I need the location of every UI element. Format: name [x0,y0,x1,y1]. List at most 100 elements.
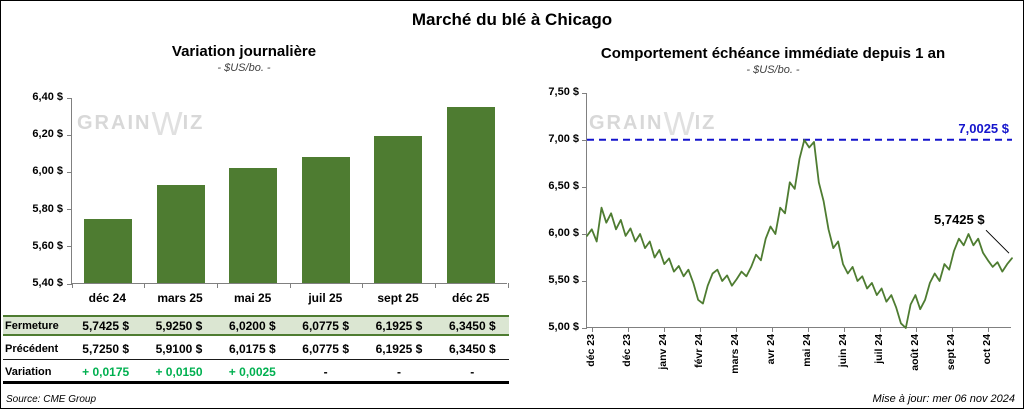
x-tick-mark [216,283,218,288]
y-tick-mark [582,139,587,141]
y-axis-label: 6,40 $ [32,91,63,103]
y-tick-mark [582,280,587,282]
x-tick-mark [879,327,881,332]
x-tick-mark [699,327,701,332]
y-tick-mark [67,97,72,99]
bar-categories: déc 24 mars 25 mai 25 juil 25 sept 25 déc 25 [71,291,507,305]
y-tick-mark [582,327,587,329]
y-tick-mark [67,246,72,248]
y-axis-label: 6,50 $ [548,180,579,192]
x-tick-mark [735,327,737,332]
x-axis-label: juin 24 [837,334,849,368]
table-row-label: Précédent [5,343,59,355]
bar [229,167,278,283]
table-cell: 6,0200 $ [228,318,276,333]
y-tick-mark [582,233,587,235]
y-tick-mark [67,209,72,211]
table-cell: 6,0175 $ [228,342,276,356]
x-axis-label: mai 24 [801,334,813,367]
y-tick-mark [67,134,72,136]
watermark-text: GRAIN [589,112,664,134]
x-tick-mark [915,327,917,332]
category-label: sept 25 [377,291,419,305]
table-cell: 6,3450 $ [448,342,496,356]
x-axis-label: déc 23 [621,334,633,367]
table-row: Variation + 0,0175 + 0,0150 + 0,0025 - - - [3,363,509,384]
y-axis-label: 5,60 $ [32,239,63,252]
watermark-w-logo-icon: W [151,105,183,142]
table-cell: + 0,0150 [155,365,203,379]
line-chart-title: Comportement échéance immédiate depuis 1… [600,45,946,62]
table-cell: 6,1925 $ [375,318,423,333]
annotation-arrow [985,229,1010,254]
table-row: Précédent 5,7250 $ 5,9100 $ 6,0175 $ 6,0775 … [3,339,509,360]
y-axis-label: 7,50 $ [548,86,579,98]
bar [84,219,133,283]
bar [374,135,423,283]
x-axis-label: août 24 [909,334,921,371]
x-axis-label: avr 24 [765,334,777,365]
grainwiz-watermark: GRAINWIZ [77,105,204,143]
table-cell: - [323,365,328,379]
line-chart-x-axis: déc 23 déc 23 janv 24 févr 24 mars 24 avr 24 m… [585,334,1011,396]
last-value-label: 5,7425 $ [934,212,985,228]
table-cell: 5,7425 $ [82,318,130,333]
x-tick-mark [843,327,845,332]
y-axis-label: 5,50 $ [548,274,579,286]
x-tick-mark [987,327,989,332]
source-note: Source: CME Group [6,394,97,405]
table-cell: - [396,365,401,379]
x-axis-label: sept 24 [945,334,957,371]
category-label: juil 25 [308,291,343,305]
x-tick-mark [362,283,364,288]
page-title: Marché du blé à Chicago [411,10,613,29]
category-label: mai 25 [234,291,272,305]
y-axis-label: 7,00 $ [548,133,579,145]
table-cell: 6,0775 $ [302,342,349,356]
watermark-text: GRAIN [77,112,152,134]
watermark-w-logo-icon: W [663,105,695,142]
table-row-label: Fermeture [5,319,59,332]
table-cell: 5,9250 $ [155,318,203,333]
x-axis-label: déc 23 [585,334,597,367]
x-axis-label: janv 24 [657,334,669,370]
y-tick-mark [67,283,72,285]
table-row: Fermeture 5,7425 $ 5,9250 $ 6,0200 $ 6,0775 … [3,315,509,336]
category-label: déc 25 [452,291,490,305]
price-table: Fermeture 5,7425 $ 5,9250 $ 6,0200 $ 6,0775 … [3,315,509,384]
x-tick-mark [771,327,773,332]
grainwiz-watermark: GRAINWIZ [589,105,716,143]
x-tick-mark [627,327,629,332]
category-label: déc 24 [88,291,127,305]
x-axis-label: févr 24 [693,334,705,368]
y-tick-mark [582,186,587,188]
y-axis-label: 5,00 $ [548,321,579,333]
x-tick-mark [663,327,665,332]
table-cell: 6,0775 $ [302,318,349,333]
line-chart-svg [586,138,1013,329]
price-line [586,139,1013,329]
bar [301,157,350,283]
y-tick-mark [582,92,587,94]
table-cell: 6,3450 $ [448,318,496,333]
y-axis-label: 5,80 $ [32,202,63,215]
x-tick-mark [951,327,953,332]
x-tick-mark [144,283,146,288]
x-tick-mark [807,327,809,332]
y-axis-label: 6,00 $ [548,227,579,239]
table-cell: + 0,0025 [228,365,276,379]
bar [446,107,495,283]
category-label: mars 25 [157,291,203,305]
x-tick-mark [434,283,436,288]
y-axis-label: 5,40 $ [32,277,63,289]
bar [156,185,205,283]
y-tick-mark [67,171,72,173]
x-tick-mark [289,283,291,288]
bar-chart-y-axis: 6,40 $ 6,20 $ 6,00 $ 5,80 $ 5,60 $ 5,40 $ [1,91,63,289]
y-axis-label: 6,00 $ [32,165,63,178]
x-tick-mark [507,283,509,288]
table-row-label: Variation [5,366,52,378]
updated-note: Mise à jour: mer 06 nov 2024 [872,393,1015,405]
line-plot: 7,0025 $ 5,7425 $ [582,92,1013,332]
